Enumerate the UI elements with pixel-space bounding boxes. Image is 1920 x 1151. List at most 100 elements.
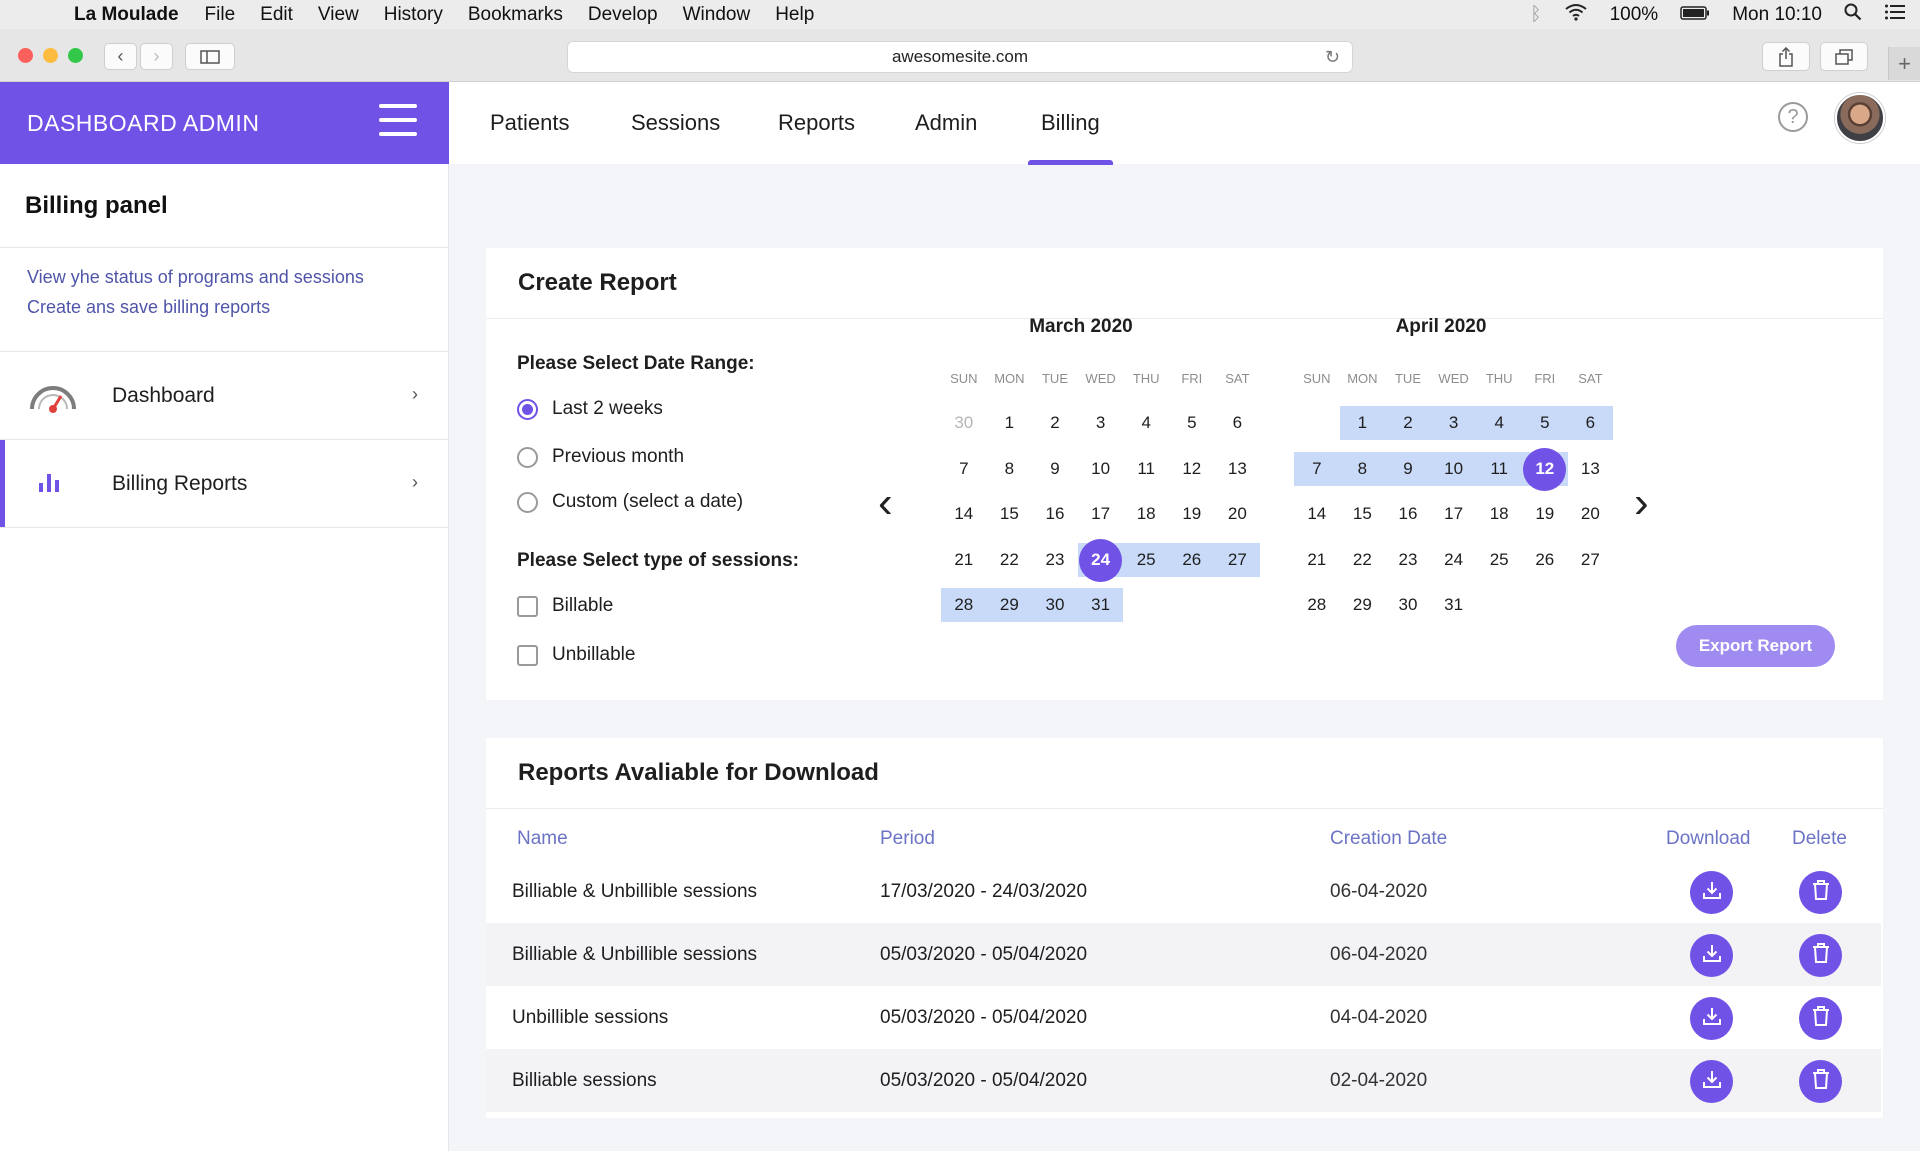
- tabs-overview-button[interactable]: [1820, 42, 1868, 71]
- hamburger-menu-icon[interactable]: [379, 104, 417, 136]
- calendar-day[interactable]: 12: [1522, 447, 1568, 491]
- calendar-day[interactable]: 20: [1215, 497, 1261, 531]
- calendar-day[interactable]: 8: [1339, 451, 1386, 486]
- calendar-day[interactable]: 17: [1431, 497, 1477, 531]
- delete-button[interactable]: [1799, 934, 1842, 977]
- address-bar[interactable]: awesomesite.com ↻: [567, 41, 1353, 73]
- menu-edit[interactable]: Edit: [260, 3, 293, 25]
- calendar-day[interactable]: 11: [1123, 452, 1169, 486]
- sidebar-toggle-button[interactable]: [185, 43, 235, 70]
- calendar-day[interactable]: 10: [1430, 451, 1477, 486]
- menu-app-name[interactable]: La Moulade: [74, 3, 179, 25]
- tab-admin[interactable]: Admin: [915, 82, 977, 164]
- notification-center-icon[interactable]: [1884, 3, 1906, 27]
- download-button[interactable]: [1690, 934, 1733, 977]
- calendar-day[interactable]: 2: [1032, 406, 1078, 440]
- clock[interactable]: Mon 10:10: [1732, 3, 1822, 25]
- calendar-day[interactable]: 17: [1078, 497, 1124, 531]
- calendar-day[interactable]: 13: [1568, 452, 1614, 486]
- calendar-day[interactable]: 2: [1385, 406, 1431, 440]
- calendar-day[interactable]: 24: [1077, 538, 1124, 582]
- download-button[interactable]: [1690, 1060, 1733, 1103]
- calendar-next-button[interactable]: ›: [1634, 478, 1649, 527]
- calendar-day[interactable]: 5: [1522, 406, 1568, 440]
- radio-button[interactable]: [517, 491, 538, 513]
- export-report-button[interactable]: Export Report: [1676, 625, 1835, 667]
- minimize-window-button[interactable]: [43, 48, 58, 63]
- calendar-day[interactable]: 27: [1214, 542, 1261, 577]
- delete-button[interactable]: [1799, 997, 1842, 1040]
- calendar-day[interactable]: 30: [1032, 588, 1078, 623]
- calendar-prev-button[interactable]: ‹: [878, 478, 893, 527]
- calendar-day[interactable]: 9: [1032, 452, 1078, 486]
- calendar-day[interactable]: 4: [1123, 406, 1169, 440]
- calendar-day[interactable]: 1: [987, 406, 1033, 440]
- menu-history[interactable]: History: [383, 3, 443, 25]
- radio-previous-month[interactable]: Previous month: [517, 446, 684, 468]
- checkbox[interactable]: [517, 644, 538, 666]
- calendar-day[interactable]: 21: [941, 543, 987, 577]
- calendar-day[interactable]: 26: [1169, 542, 1215, 577]
- calendar-day[interactable]: 22: [987, 543, 1033, 577]
- calendar-day[interactable]: 19: [1169, 497, 1215, 531]
- calendar-day[interactable]: 22: [1340, 543, 1386, 577]
- calendar-day[interactable]: 28: [941, 588, 987, 623]
- delete-button[interactable]: [1799, 1060, 1842, 1103]
- calendar-day[interactable]: 31: [1431, 588, 1477, 622]
- battery-icon[interactable]: [1680, 4, 1710, 26]
- share-button[interactable]: [1762, 42, 1810, 71]
- calendar-day[interactable]: 11: [1476, 451, 1522, 486]
- tab-patients[interactable]: Patients: [490, 82, 570, 164]
- calendar-day[interactable]: 18: [1123, 497, 1169, 531]
- forward-button[interactable]: ›: [140, 43, 173, 70]
- calendar-day[interactable]: 5: [1169, 406, 1215, 440]
- calendar-day[interactable]: 29: [1340, 588, 1386, 622]
- column-header-creation-date[interactable]: Creation Date: [1330, 828, 1448, 849]
- calendar-day[interactable]: 15: [1340, 497, 1386, 531]
- calendar-day[interactable]: 16: [1032, 497, 1078, 531]
- calendar-day[interactable]: 8: [987, 452, 1033, 486]
- calendar-day[interactable]: 30: [1385, 588, 1431, 622]
- calendar-day[interactable]: 7: [1294, 451, 1340, 486]
- calendar-day[interactable]: 19: [1522, 497, 1568, 531]
- calendar-day[interactable]: 15: [987, 497, 1033, 531]
- calendar-day[interactable]: 7: [941, 452, 987, 486]
- calendar-day[interactable]: 23: [1385, 543, 1431, 577]
- calendar-day[interactable]: 3: [1078, 406, 1124, 440]
- sidebar-item-dashboard[interactable]: Dashboard ›: [0, 352, 448, 440]
- calendar-day[interactable]: 28: [1294, 588, 1340, 622]
- sidebar-item-billing-reports[interactable]: Billing Reports ›: [0, 440, 448, 528]
- download-button[interactable]: [1690, 997, 1733, 1040]
- bluetooth-icon[interactable]: ᛒ: [1530, 3, 1542, 25]
- menu-develop[interactable]: Develop: [587, 3, 658, 25]
- calendar-day[interactable]: 13: [1215, 452, 1261, 486]
- menu-view[interactable]: View: [317, 3, 359, 25]
- radio-button[interactable]: [517, 446, 538, 468]
- reload-icon[interactable]: ↻: [1324, 47, 1340, 67]
- column-header-name[interactable]: Name: [517, 828, 568, 849]
- checkbox[interactable]: [517, 595, 538, 617]
- zoom-window-button[interactable]: [68, 48, 83, 63]
- calendar-day[interactable]: 12: [1169, 452, 1215, 486]
- calendar-day[interactable]: 25: [1123, 542, 1169, 577]
- delete-button[interactable]: [1799, 871, 1842, 914]
- calendar-day[interactable]: 3: [1430, 406, 1477, 440]
- calendar-day[interactable]: 21: [1294, 543, 1340, 577]
- calendar-day[interactable]: 14: [1294, 497, 1340, 531]
- calendar-day[interactable]: 9: [1385, 451, 1431, 486]
- help-icon[interactable]: ?: [1778, 102, 1808, 132]
- back-button[interactable]: ‹: [104, 43, 137, 70]
- calendar-day[interactable]: 20: [1568, 497, 1614, 531]
- calendar-day[interactable]: 27: [1568, 543, 1614, 577]
- calendar-day[interactable]: 23: [1032, 543, 1078, 577]
- calendar-day[interactable]: 25: [1476, 543, 1522, 577]
- calendar-day[interactable]: 6: [1567, 406, 1614, 440]
- tab-reports[interactable]: Reports: [778, 82, 855, 164]
- calendar-day[interactable]: 24: [1431, 543, 1477, 577]
- column-header-period[interactable]: Period: [880, 828, 935, 849]
- menu-window[interactable]: Window: [682, 3, 751, 25]
- tab-sessions[interactable]: Sessions: [631, 82, 720, 164]
- calendar-day[interactable]: 30: [941, 406, 987, 440]
- calendar-day[interactable]: 18: [1476, 497, 1522, 531]
- checkbox-unbillable[interactable]: Unbillable: [517, 644, 635, 666]
